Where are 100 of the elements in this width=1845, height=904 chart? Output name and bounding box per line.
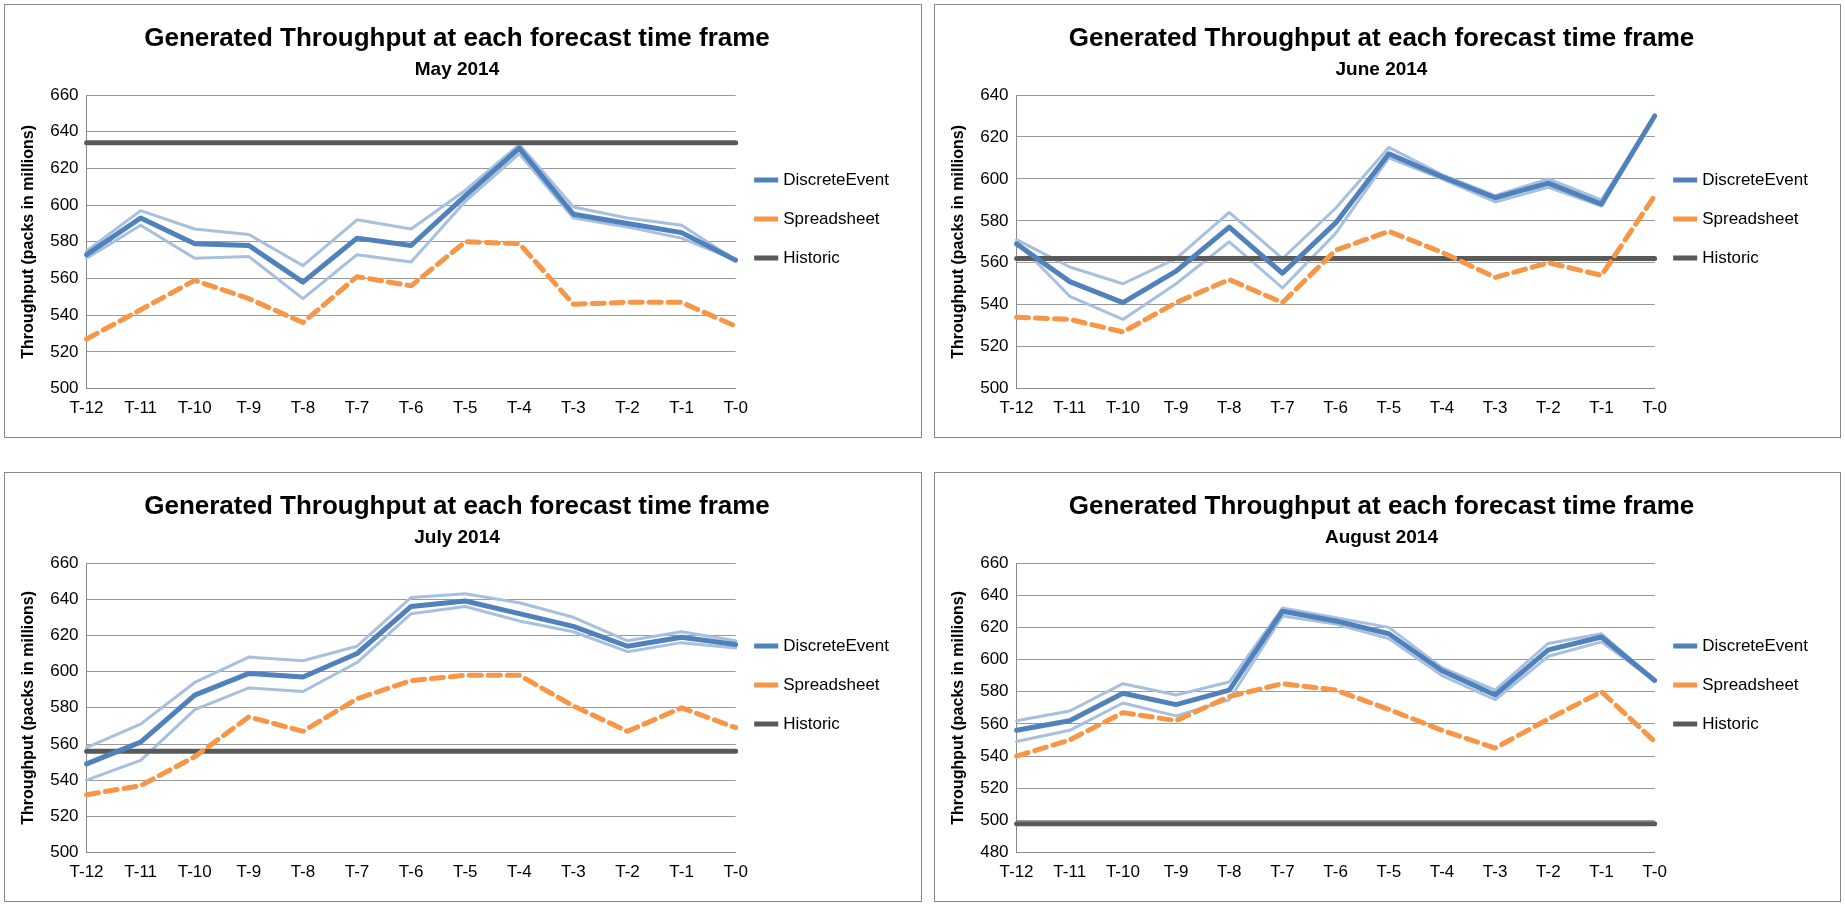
x-tick-label: T-7 [1270,862,1295,882]
y-tick-label: 600 [50,194,79,214]
x-tick-label: T-3 [1482,398,1508,418]
legend-label: DiscreteEvent [1702,635,1809,655]
legend-label: Historic [1702,713,1760,733]
x-tick-label: T-6 [398,862,424,882]
x-tick-label: T-1 [1589,862,1614,882]
y-tick-label: 620 [50,625,79,645]
x-tick-label: T-12 [999,398,1034,418]
y-tick-label: 540 [50,769,79,789]
y-tick-label: 520 [980,777,1009,797]
x-tick-label: T-2 [615,398,640,418]
x-tick-label: T-2 [615,862,640,882]
chart-subtitle: June 2014 [1335,57,1428,79]
x-tick-label: T-9 [236,862,262,882]
x-tick-label: T-1 [1589,398,1614,418]
x-tick-label: T-4 [507,862,532,882]
y-tick-label: 500 [50,842,79,862]
x-tick-label: T-7 [344,862,370,882]
y-tick-label: 600 [50,661,79,681]
x-tick-label: T-0 [1642,862,1667,882]
y-tick-label: 580 [50,231,79,251]
x-tick-label: T-4 [507,398,532,418]
x-tick-label: T-12 [69,398,104,418]
x-tick-label: T-4 [1429,398,1455,418]
chart-title: Generated Throughput at each forecast time frame [144,21,770,52]
x-tick-label: T-6 [1323,398,1348,418]
x-tick-label: T-2 [1536,862,1561,882]
x-tick-label: T-10 [177,398,212,418]
y-tick-label: 560 [50,268,79,288]
x-tick-label: T-0 [1642,398,1667,418]
y-tick-label: 540 [980,745,1009,765]
x-tick-label: T-3 [561,862,586,882]
y-tick-label: 540 [50,304,79,324]
chart-title: Generated Throughput at each forecast time frame [1068,21,1695,52]
y-tick-label: 600 [980,649,1009,669]
y-tick-label: 580 [980,210,1009,230]
y-tick-label: 640 [980,584,1009,604]
x-tick-label: T-0 [723,862,748,882]
x-tick-label: T-6 [1323,862,1348,882]
chart-title: Generated Throughput at each forecast time frame [144,489,770,520]
x-tick-label: T-11 [124,398,158,418]
y-tick-label: 620 [980,617,1009,637]
legend-label: Historic [783,713,841,733]
y-tick-label: 660 [50,552,79,572]
y-tick-label: 560 [980,713,1009,733]
legend-label: Spreadsheet [783,208,880,228]
x-tick-label: T-11 [124,862,158,882]
y-tick-label: 500 [50,378,79,398]
x-tick-label: T-4 [1429,862,1455,882]
legend-label: Spreadsheet [783,674,880,694]
chart-subtitle: August 2014 [1325,525,1439,547]
y-tick-label: 660 [980,552,1009,572]
x-tick-label: T-8 [1216,398,1242,418]
y-tick-label: 640 [50,588,79,608]
y-axis-title: Throughput (packs in millions) [19,124,37,359]
chart-subtitle: July 2014 [414,525,501,547]
chart-subtitle: May 2014 [414,57,500,79]
x-tick-label: T-1 [669,862,694,882]
x-tick-label: T-5 [452,398,478,418]
y-tick-label: 560 [50,733,79,753]
y-tick-label: 640 [50,121,79,141]
x-tick-label: T-9 [1163,862,1189,882]
y-tick-label: 580 [980,681,1009,701]
x-tick-label: T-5 [452,862,478,882]
y-tick-label: 620 [980,126,1009,146]
x-tick-label: T-10 [177,862,212,882]
x-tick-label: T-1 [669,398,694,418]
x-tick-label: T-0 [723,398,748,418]
y-tick-label: 560 [980,252,1009,272]
x-tick-label: T-10 [1105,862,1140,882]
y-tick-label: 540 [980,294,1009,314]
x-tick-label: T-8 [1216,862,1242,882]
y-axis-title: Throughput (packs in millions) [949,590,967,825]
x-tick-label: T-7 [344,398,370,418]
x-tick-label: T-8 [290,398,316,418]
x-tick-label: T-5 [1376,398,1402,418]
x-tick-label: T-11 [1053,862,1087,882]
x-tick-label: T-2 [1536,398,1561,418]
y-tick-label: 520 [50,806,79,826]
y-tick-label: 500 [980,378,1009,398]
legend-label: DiscreteEvent [1702,169,1809,189]
y-tick-label: 480 [980,842,1009,862]
legend-label: Spreadsheet [1702,674,1799,694]
legend-label: Historic [1702,247,1760,267]
x-tick-label: T-8 [290,862,316,882]
x-tick-label: T-11 [1053,398,1087,418]
y-tick-label: 600 [980,168,1009,188]
x-tick-label: T-10 [1105,398,1140,418]
x-tick-label: T-9 [1163,398,1189,418]
y-axis-title: Throughput (packs in millions) [19,590,37,825]
x-tick-label: T-3 [1482,862,1508,882]
y-tick-label: 660 [50,84,79,104]
y-tick-label: 640 [980,84,1009,104]
y-tick-label: 520 [980,336,1009,356]
x-tick-label: T-9 [236,398,262,418]
y-axis-title: Throughput (packs in millions) [949,124,967,359]
y-tick-label: 580 [50,697,79,717]
y-tick-label: 520 [50,341,79,361]
x-tick-label: T-12 [999,862,1034,882]
